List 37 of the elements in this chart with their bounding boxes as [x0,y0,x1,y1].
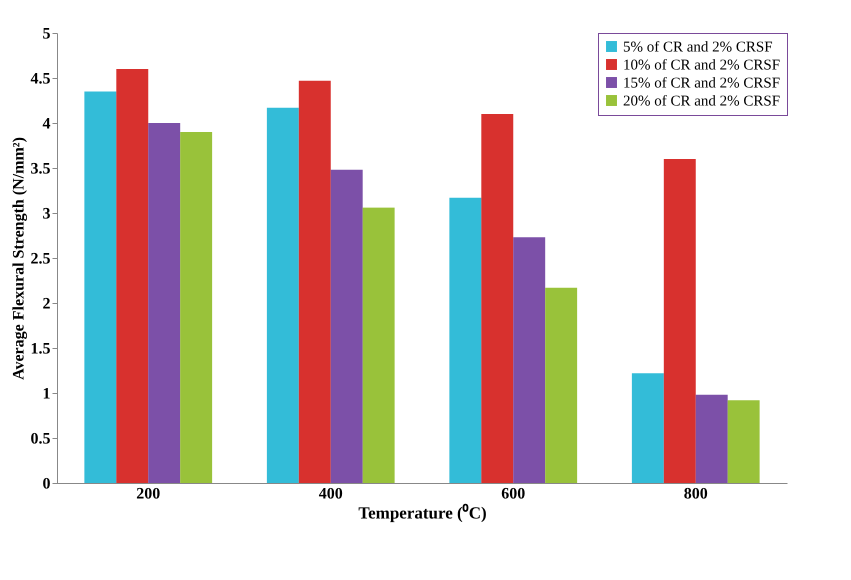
bar [180,132,212,483]
bar [696,394,728,483]
y-tick-label: 1 [42,386,50,402]
bar [266,108,299,483]
bar [116,69,148,483]
x-axis-title: Temperature (⁰C) [358,504,487,522]
bar [449,198,482,483]
legend-label: 10% of CR and 2% CRSF [623,58,780,74]
legend-label: 5% of CR and 2% CRSF [623,40,773,56]
bar [664,159,696,483]
x-tick-label: 400 [318,486,343,502]
bar [632,373,664,483]
y-tick-label: 2.5 [30,250,50,268]
bar [513,237,546,483]
legend-label: 15% of CR and 2% CRSF [623,76,780,92]
y-tick-label: 3.5 [30,160,50,178]
x-tick-label: 800 [684,486,708,502]
bar [148,123,180,483]
x-tick-label: 200 [136,486,160,502]
bar [728,400,760,483]
y-tick-label: 2 [42,296,50,312]
y-tick-label: 4.5 [30,70,50,88]
bar [298,80,331,483]
y-tick-label: 0.5 [30,430,50,448]
bar [362,208,395,483]
bar [481,114,514,483]
bar [545,288,578,483]
legend-label: 20% of CR and 2% CRSF [623,94,780,110]
bar [84,92,116,483]
x-tick-label: 600 [501,486,526,502]
y-tick-label: 1.5 [30,340,50,358]
y-tick-label: 0 [42,476,50,492]
y-tick-label: 4 [42,116,50,132]
y-tick-label: 3 [42,206,50,222]
y-axis-title: Average Flexural Strength (N/mm²) [10,137,28,380]
y-tick-label: 5 [42,26,50,42]
bar [330,170,363,483]
